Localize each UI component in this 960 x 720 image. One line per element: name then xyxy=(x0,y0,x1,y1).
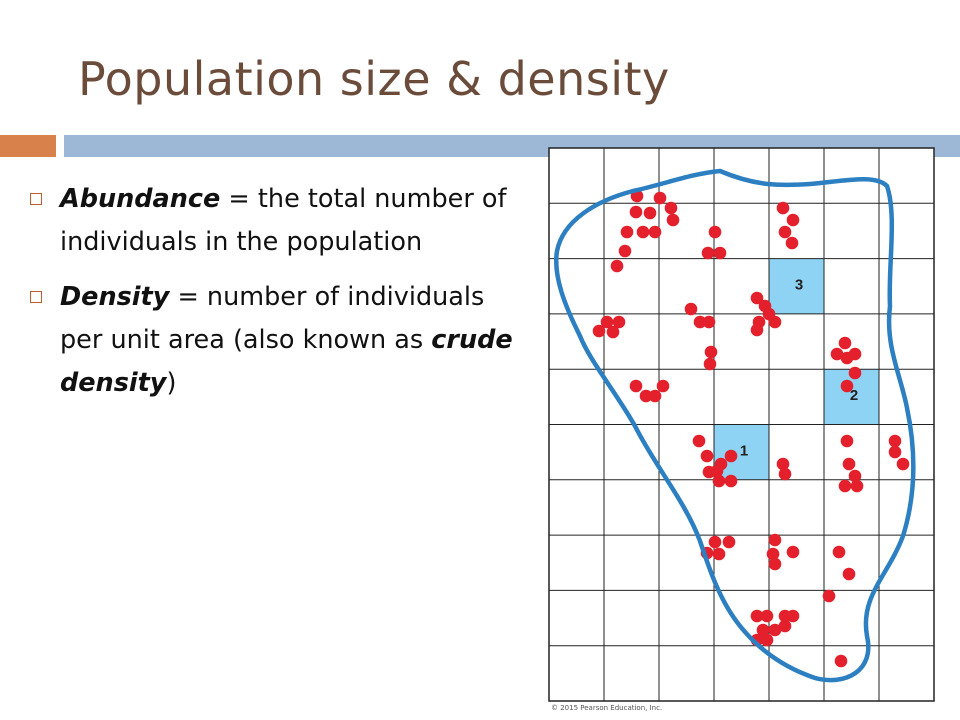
individual-dot xyxy=(712,547,726,561)
individual-dot xyxy=(785,236,799,250)
individual-dot xyxy=(692,434,706,448)
term-abundance: Abundance xyxy=(60,184,221,214)
individual-dot xyxy=(786,609,800,623)
individual-dot xyxy=(786,545,800,559)
individual-dot xyxy=(778,619,792,633)
copyright-text: © 2015 Pearson Education, Inc. xyxy=(551,704,663,712)
individual-dot xyxy=(618,244,632,258)
quadrat-sampling-figure: 1 2 3 xyxy=(548,147,935,702)
quadrat-label-2: 2 xyxy=(850,387,858,404)
population-boundary xyxy=(554,168,916,683)
individual-dot xyxy=(842,457,856,471)
individual-dot xyxy=(724,474,738,488)
individual-dot xyxy=(778,467,792,481)
individual-dot xyxy=(760,633,774,647)
individual-dot xyxy=(643,206,657,220)
individual-dot xyxy=(840,379,854,393)
individual-dot xyxy=(834,654,848,668)
individual-dot xyxy=(693,315,707,329)
individual-dot xyxy=(606,325,620,339)
individual-dot xyxy=(840,434,854,448)
sample-quadrat-3 xyxy=(769,258,824,314)
bullet-density: Density = number of individuals per unit… xyxy=(30,276,515,405)
term-density: Density xyxy=(60,282,170,312)
individual-dot xyxy=(756,623,770,637)
individual-dot xyxy=(776,457,790,471)
bullet-abundance: Abundance = the total number of individu… xyxy=(30,178,515,264)
individual-dot xyxy=(760,609,774,623)
individual-dot xyxy=(768,533,782,547)
individual-dot xyxy=(704,345,718,359)
individual-dot xyxy=(888,434,902,448)
individual-dot xyxy=(838,479,852,493)
individual-dot xyxy=(620,225,634,239)
individual-dot xyxy=(848,469,862,483)
sample-quadrat-2 xyxy=(824,369,879,425)
individual-dot xyxy=(766,547,780,561)
individual-dot xyxy=(776,201,790,215)
individual-dot xyxy=(653,191,667,205)
individual-dot xyxy=(702,465,716,479)
individual-dot xyxy=(701,246,715,260)
individual-dot xyxy=(610,259,624,273)
individual-dot xyxy=(664,201,678,215)
individual-dot xyxy=(832,545,846,559)
individual-dot xyxy=(700,449,714,463)
individual-dot xyxy=(612,315,626,329)
individual-dot xyxy=(629,379,643,393)
bullet-square-icon xyxy=(30,291,42,303)
individual-dot xyxy=(768,557,782,571)
individual-dot xyxy=(830,347,844,361)
individual-dot xyxy=(713,246,727,260)
bullet-square-icon xyxy=(30,193,42,205)
individual-dot xyxy=(703,357,717,371)
individual-dot xyxy=(636,225,650,239)
individual-dot xyxy=(592,324,606,338)
individual-dot xyxy=(842,567,856,581)
individual-dot xyxy=(838,336,852,350)
individual-dot xyxy=(750,291,764,305)
individual-dot xyxy=(822,589,836,603)
individual-dot xyxy=(666,213,680,227)
individual-dot xyxy=(702,315,716,329)
individual-dot xyxy=(778,225,792,239)
individual-dot xyxy=(708,225,722,239)
slide-title: Population size & density xyxy=(78,52,670,106)
quadrat-label-1: 1 xyxy=(740,443,748,460)
quadrat-label-3: 3 xyxy=(795,277,803,294)
individual-dot xyxy=(722,535,736,549)
individual-dot xyxy=(712,474,726,488)
individual-dot xyxy=(896,457,910,471)
term-crude-density: crude density xyxy=(60,325,513,398)
individual-dot xyxy=(656,379,670,393)
individual-dot xyxy=(600,315,614,329)
individual-dot xyxy=(648,389,662,403)
definition-abundance: = the total number of individuals in the… xyxy=(60,184,507,257)
individual-dot xyxy=(786,213,800,227)
accent-bar-orange xyxy=(0,135,56,157)
individual-dot xyxy=(888,445,902,459)
individual-dot xyxy=(848,366,862,380)
individual-dot xyxy=(629,205,643,219)
definition-density: = number of individuals per unit area (a… xyxy=(60,282,485,355)
individual-dot xyxy=(684,302,698,316)
bullet-list: Abundance = the total number of individu… xyxy=(30,178,515,417)
individual-dot xyxy=(750,323,764,337)
individual-dot xyxy=(724,449,738,463)
individual-dot xyxy=(762,307,776,321)
individual-dot xyxy=(850,479,864,493)
individual-dot xyxy=(768,623,782,637)
individual-dot xyxy=(750,609,764,623)
individual-dot xyxy=(708,535,722,549)
definition-density-end: ) xyxy=(166,368,177,398)
individual-dot xyxy=(648,225,662,239)
individual-dot xyxy=(848,347,862,361)
individual-dot xyxy=(639,389,653,403)
